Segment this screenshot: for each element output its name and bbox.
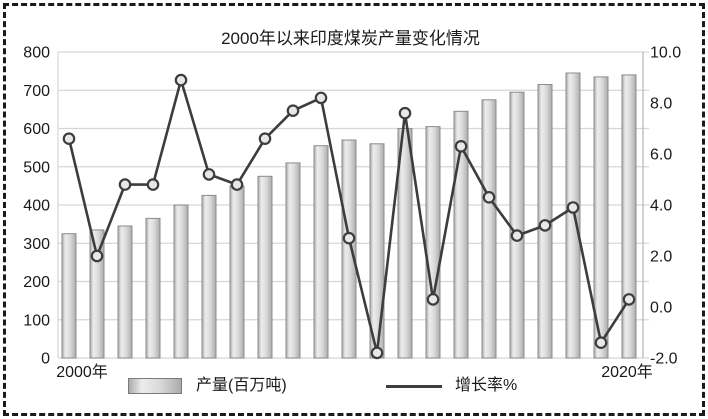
- bar-2004: [173, 204, 189, 359]
- chart-title: 2000年以来印度煤炭产量变化情况: [221, 29, 480, 48]
- growth-point-2011: [370, 346, 384, 360]
- bar-2019: [593, 76, 609, 359]
- growth-point-2018: [566, 201, 580, 214]
- x-axis-label: 2020年: [601, 363, 653, 381]
- bar-2001: [89, 229, 105, 359]
- bar-2007: [257, 175, 273, 359]
- growth-point-2020: [622, 293, 636, 306]
- bar-2014: [453, 110, 469, 359]
- bar-2015: [481, 99, 497, 359]
- right-axis-tick-label: 6.0: [650, 147, 672, 164]
- right-axis-tick-label: 8.0: [650, 96, 672, 113]
- growth-point-2005: [202, 168, 216, 181]
- growth-point-2019: [594, 336, 608, 349]
- growth-point-2015: [482, 191, 496, 204]
- growth-point-2001: [90, 249, 104, 263]
- bar-2005: [201, 194, 217, 359]
- bar-swatch-icon: [128, 378, 182, 394]
- left-axis-tick-label: 300: [23, 236, 50, 253]
- legend-label-production: 产量(百万吨): [196, 377, 287, 394]
- bar-2012: [397, 128, 413, 359]
- chart-legend: 产量(百万吨) 增长率%: [0, 373, 708, 399]
- bar-2020: [621, 74, 637, 359]
- bar-2018: [565, 72, 581, 359]
- right-axis-tick-label: 4.0: [650, 198, 672, 215]
- growth-point-2013: [426, 293, 440, 306]
- x-axis-label: 2000年: [56, 363, 108, 381]
- bar-2003: [145, 217, 161, 359]
- growth-point-2006: [230, 178, 244, 191]
- right-axis-tick-label: 0.0: [650, 300, 672, 317]
- bar-2008: [285, 162, 301, 359]
- bar-2002: [117, 225, 133, 359]
- growth-point-2017: [538, 219, 552, 232]
- growth-point-2003: [146, 178, 160, 191]
- growth-point-2009: [314, 91, 328, 105]
- right-axis-tick-label: 2.0: [650, 249, 672, 266]
- bar-2006: [229, 185, 245, 359]
- growth-point-2007: [258, 132, 272, 145]
- left-axis-tick-label: 0: [41, 351, 50, 368]
- bar-2013: [425, 126, 441, 359]
- left-axis-tick-label: 200: [23, 274, 50, 291]
- right-axis-tick-label: 10.0: [650, 45, 681, 62]
- left-axis-tick-label: 500: [23, 159, 50, 176]
- left-axis-tick-label: 700: [23, 83, 50, 100]
- bar-2016: [509, 91, 525, 359]
- left-axis-tick-label: 600: [23, 121, 50, 138]
- growth-point-2010: [342, 231, 356, 245]
- bar-2000: [61, 233, 77, 359]
- growth-point-2000: [62, 132, 76, 145]
- bar-2010: [341, 139, 357, 359]
- legend-item-production: 产量(百万吨): [128, 373, 287, 399]
- legend-item-growth: 增长率%: [386, 373, 517, 399]
- line-swatch-icon: [386, 384, 442, 388]
- growth-point-2016: [510, 229, 524, 242]
- growth-point-2002: [118, 178, 132, 191]
- growth-point-2004: [174, 73, 188, 87]
- left-axis-tick-label: 800: [23, 45, 50, 62]
- bar-2009: [313, 145, 329, 359]
- left-axis-tick-label: 100: [23, 312, 50, 329]
- legend-label-growth: 增长率%: [455, 377, 518, 394]
- bar-2011: [369, 143, 385, 359]
- growth-point-2012: [398, 106, 412, 120]
- right-axis-tick-label: -2.0: [650, 351, 678, 368]
- left-axis-tick-label: 400: [23, 198, 50, 215]
- growth-point-2008: [286, 104, 300, 117]
- growth-point-2014: [454, 140, 468, 153]
